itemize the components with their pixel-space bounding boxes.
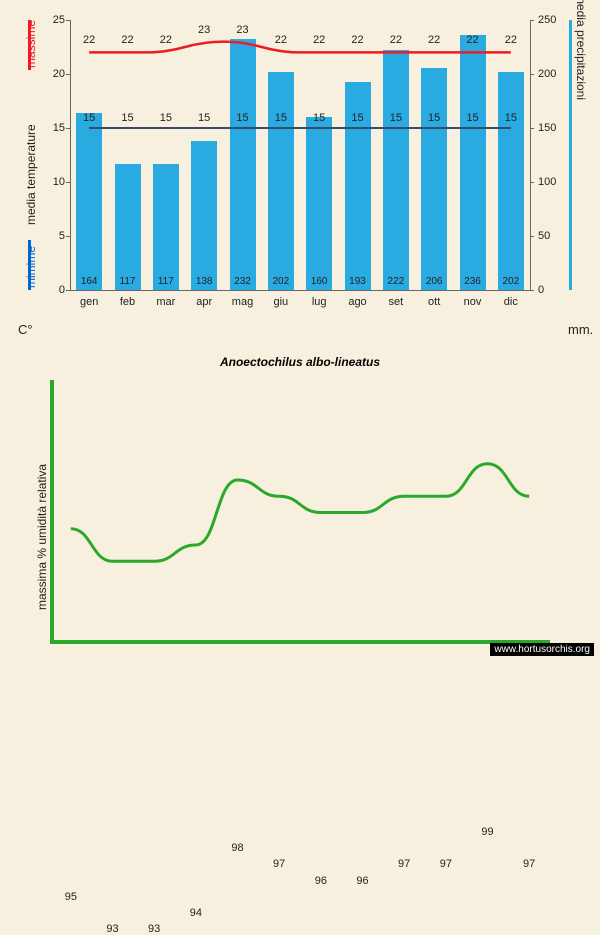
bottom-chart: massima % umidità relativa 9593939498979…	[0, 380, 600, 650]
month-label: mag	[232, 296, 253, 308]
month-label: lug	[312, 296, 327, 308]
temp-tick: 5	[45, 230, 65, 242]
month-label: apr	[196, 296, 212, 308]
precip-tick: 150	[538, 122, 556, 134]
min-temp-value: 15	[428, 112, 440, 124]
watermark: www.hortusorchis.org	[490, 643, 594, 656]
max-temp-value: 22	[505, 34, 517, 46]
precip-tick: 200	[538, 68, 556, 80]
massime-label: massime	[24, 20, 38, 68]
min-temp-value: 15	[390, 112, 402, 124]
humidity-value: 93	[148, 923, 160, 935]
humidity-value: 96	[356, 875, 368, 887]
month-label: nov	[464, 296, 482, 308]
max-temp-value: 23	[236, 24, 248, 36]
min-temp-value: 15	[351, 112, 363, 124]
humidity-value: 97	[440, 858, 452, 870]
unit-left: C°	[18, 322, 33, 337]
humidity-value: 96	[315, 875, 327, 887]
month-label: gen	[80, 296, 98, 308]
max-temp-value: 22	[351, 34, 363, 46]
precip-tick: 100	[538, 176, 556, 188]
precip-value: 202	[502, 276, 519, 287]
min-temp-value: 15	[466, 112, 478, 124]
min-temp-value: 15	[198, 112, 210, 124]
humidity-line	[50, 380, 550, 640]
precip-tick: 0	[538, 284, 544, 296]
min-temp-value: 15	[160, 112, 172, 124]
temp-tick: 25	[45, 14, 65, 26]
precip-value: 164	[81, 276, 98, 287]
min-temp-value: 15	[121, 112, 133, 124]
temp-tick: 15	[45, 122, 65, 134]
precip-value: 222	[387, 276, 404, 287]
min-temp-value: 15	[236, 112, 248, 124]
humidity-value: 97	[523, 858, 535, 870]
species-title: Anoectochilus albo-lineatus	[0, 355, 600, 369]
month-label: set	[388, 296, 403, 308]
humidity-value: 98	[231, 842, 243, 854]
humidity-value: 95	[65, 891, 77, 903]
humidity-x-axis	[50, 640, 550, 644]
humidity-value: 99	[481, 826, 493, 838]
max-temp-value: 22	[428, 34, 440, 46]
precip-label: media precipitazioni	[574, 0, 588, 100]
humidity-value: 93	[106, 923, 118, 935]
month-label: giu	[273, 296, 288, 308]
max-temp-value: 22	[160, 34, 172, 46]
humidity-value: 97	[398, 858, 410, 870]
mimime-label: mimime	[24, 246, 38, 288]
max-temp-value: 22	[121, 34, 133, 46]
month-label: feb	[120, 296, 135, 308]
precip-value: 236	[464, 276, 481, 287]
max-temp-value: 22	[275, 34, 287, 46]
month-label: dic	[504, 296, 518, 308]
temp-lines	[70, 20, 530, 290]
temp-tick: 10	[45, 176, 65, 188]
temperature-label: media temperature	[24, 124, 38, 225]
precip-tick: 250	[538, 14, 556, 26]
month-label: mar	[156, 296, 175, 308]
min-temp-value: 15	[505, 112, 517, 124]
precip-tick: 50	[538, 230, 550, 242]
max-temp-value: 22	[313, 34, 325, 46]
temp-tick: 20	[45, 68, 65, 80]
unit-right: mm.	[568, 322, 593, 337]
max-temp-value: 22	[83, 34, 95, 46]
humidity-value: 94	[190, 907, 202, 919]
precip-value: 117	[158, 276, 174, 287]
precip-value: 117	[120, 276, 136, 287]
min-temp-value: 15	[313, 112, 325, 124]
precip-value: 202	[272, 276, 289, 287]
precip-value: 160	[311, 276, 328, 287]
min-temp-value: 15	[83, 112, 95, 124]
top-chart: massime media temperature mimime media p…	[0, 0, 600, 340]
precip-value: 206	[426, 276, 443, 287]
max-temp-value: 23	[198, 24, 210, 36]
month-label: ago	[348, 296, 366, 308]
precip-value: 138	[196, 276, 213, 287]
max-temp-value: 22	[466, 34, 478, 46]
precip-value: 232	[234, 276, 251, 287]
min-temp-value: 15	[275, 112, 287, 124]
max-temp-value: 22	[390, 34, 402, 46]
humidity-value: 97	[273, 858, 285, 870]
precip-value: 193	[349, 276, 366, 287]
right-strip	[569, 20, 572, 290]
temp-tick: 0	[45, 284, 65, 296]
humidity-label: massima % umidità relativa	[35, 464, 49, 610]
month-label: ott	[428, 296, 440, 308]
